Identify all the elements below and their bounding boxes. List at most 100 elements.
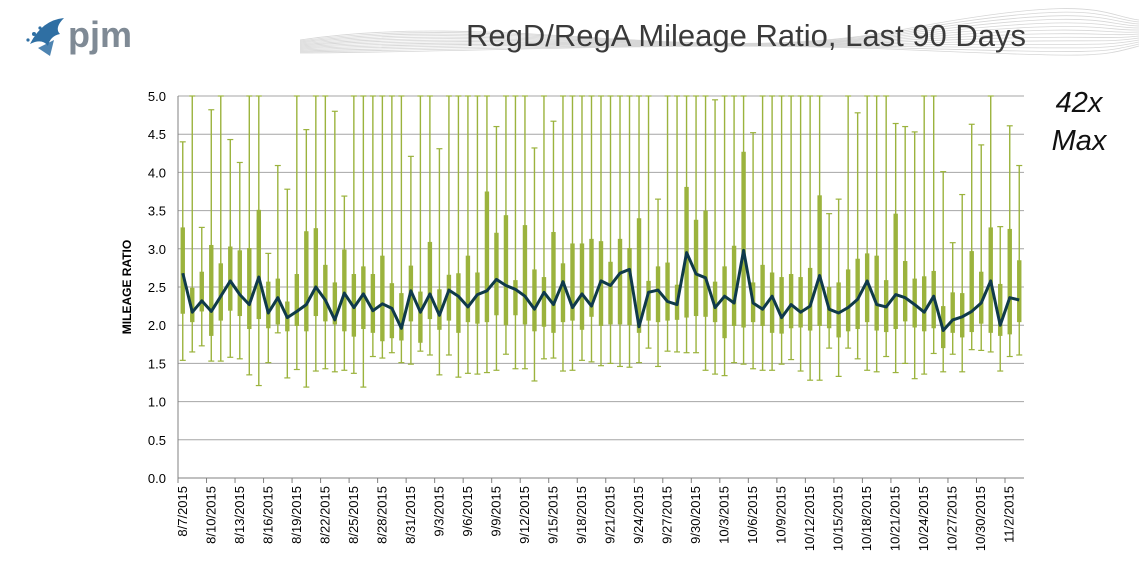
range-box [313, 228, 319, 317]
range-box [979, 271, 984, 324]
range-box [798, 277, 803, 328]
range-box [579, 243, 585, 330]
range-box [864, 253, 870, 323]
range-box [503, 215, 509, 326]
range-box [494, 232, 499, 316]
header-wave-line [299, 29, 1139, 47]
range-box [969, 251, 974, 333]
range-box [275, 278, 281, 325]
x-tick-label: 10/12/2015 [802, 486, 817, 551]
y-tick-label: 1.5 [148, 356, 166, 371]
header-wave-line [299, 39, 1139, 51]
range-box [199, 271, 204, 312]
y-tick-label: 0.0 [148, 471, 166, 486]
range-box [228, 246, 233, 311]
range-box [836, 282, 841, 338]
header-wave-decoration [299, 8, 1139, 56]
x-tick-label: 10/21/2015 [888, 486, 903, 551]
range-box [237, 250, 242, 317]
range-box [1007, 228, 1012, 335]
range-box [256, 209, 261, 320]
range-box [427, 241, 433, 320]
header-wave-line [299, 41, 1139, 52]
range-box [655, 266, 661, 323]
range-box [465, 255, 471, 323]
range-box [437, 289, 442, 330]
range-box [180, 227, 185, 314]
y-tick-label: 4.0 [148, 165, 166, 180]
x-tick-label: 9/9/2015 [488, 486, 503, 537]
max-annotation-label: Max [1051, 125, 1107, 157]
header-wave-line [299, 43, 1139, 53]
x-tick-label: 8/16/2015 [260, 486, 275, 544]
x-tick-label: 10/9/2015 [774, 486, 789, 544]
x-tick-label: 9/3/2015 [431, 486, 446, 537]
range-box [323, 264, 328, 322]
range-box [741, 151, 746, 328]
range-box [608, 261, 613, 325]
range-box [693, 219, 699, 317]
range-box [712, 281, 718, 323]
range-box [418, 291, 423, 343]
range-box [788, 274, 794, 329]
range-box [484, 191, 490, 323]
logo-wordmark: pjm [68, 14, 132, 55]
x-tick-label: 8/25/2015 [346, 486, 361, 544]
range-box [522, 225, 528, 325]
x-tick-label: 10/3/2015 [717, 486, 732, 544]
x-tick-label: 9/15/2015 [546, 486, 561, 544]
range-box [636, 218, 642, 333]
y-tick-label: 3.0 [148, 242, 166, 257]
range-box [589, 238, 594, 317]
header-wave-line [299, 37, 1139, 50]
range-box [845, 269, 851, 332]
header-wave-line [299, 8, 1139, 44]
range-box [209, 244, 214, 336]
range-box [380, 255, 385, 342]
range-box [266, 281, 271, 329]
range-box [921, 276, 927, 332]
range-box [769, 272, 775, 333]
range-box [247, 248, 252, 330]
y-tick-label: 2.0 [148, 318, 166, 333]
max-annotation: 42x Max [1040, 84, 1118, 160]
range-box [617, 238, 623, 325]
range-box [1017, 260, 1022, 323]
range-box [513, 280, 518, 316]
range-box [627, 248, 632, 326]
range-box [475, 272, 480, 324]
x-tick-label: 10/27/2015 [945, 486, 960, 551]
range-box [370, 274, 376, 333]
range-box [807, 267, 813, 331]
page-title: RegD/RegA Mileage Ratio, Last 90 Days [466, 18, 1027, 53]
range-box [722, 266, 727, 339]
header-wave-line [299, 26, 1139, 46]
x-tick-label: 9/24/2015 [631, 486, 646, 544]
range-box [855, 258, 860, 330]
range-box [304, 231, 309, 332]
x-tick-label: 11/2/2015 [1002, 486, 1017, 543]
header-wave-line [299, 18, 1139, 45]
y-tick-label: 3.5 [148, 204, 166, 219]
x-tick-label: 8/31/2015 [403, 486, 418, 544]
range-box [361, 266, 366, 330]
x-tick-label: 8/22/2015 [317, 486, 332, 544]
max-annotation-value: 42x [1055, 87, 1103, 119]
x-tick-label: 8/10/2015 [203, 486, 218, 544]
header-wave-line [299, 22, 1139, 45]
header-wave-line [299, 45, 1139, 56]
x-tick-label: 10/24/2015 [916, 486, 931, 551]
range-box [874, 255, 879, 331]
x-tick-label: 10/30/2015 [973, 486, 988, 551]
range-box [332, 282, 338, 325]
range-box [665, 262, 670, 321]
range-box [342, 249, 347, 332]
pjm-logo: pjm [26, 14, 132, 56]
range-box [779, 277, 784, 334]
range-box [998, 283, 1003, 336]
x-tick-label: 9/18/2015 [574, 486, 589, 544]
range-box [760, 264, 765, 326]
range-box [541, 277, 547, 327]
x-tick-label: 10/18/2015 [859, 486, 874, 551]
range-box [551, 231, 556, 333]
